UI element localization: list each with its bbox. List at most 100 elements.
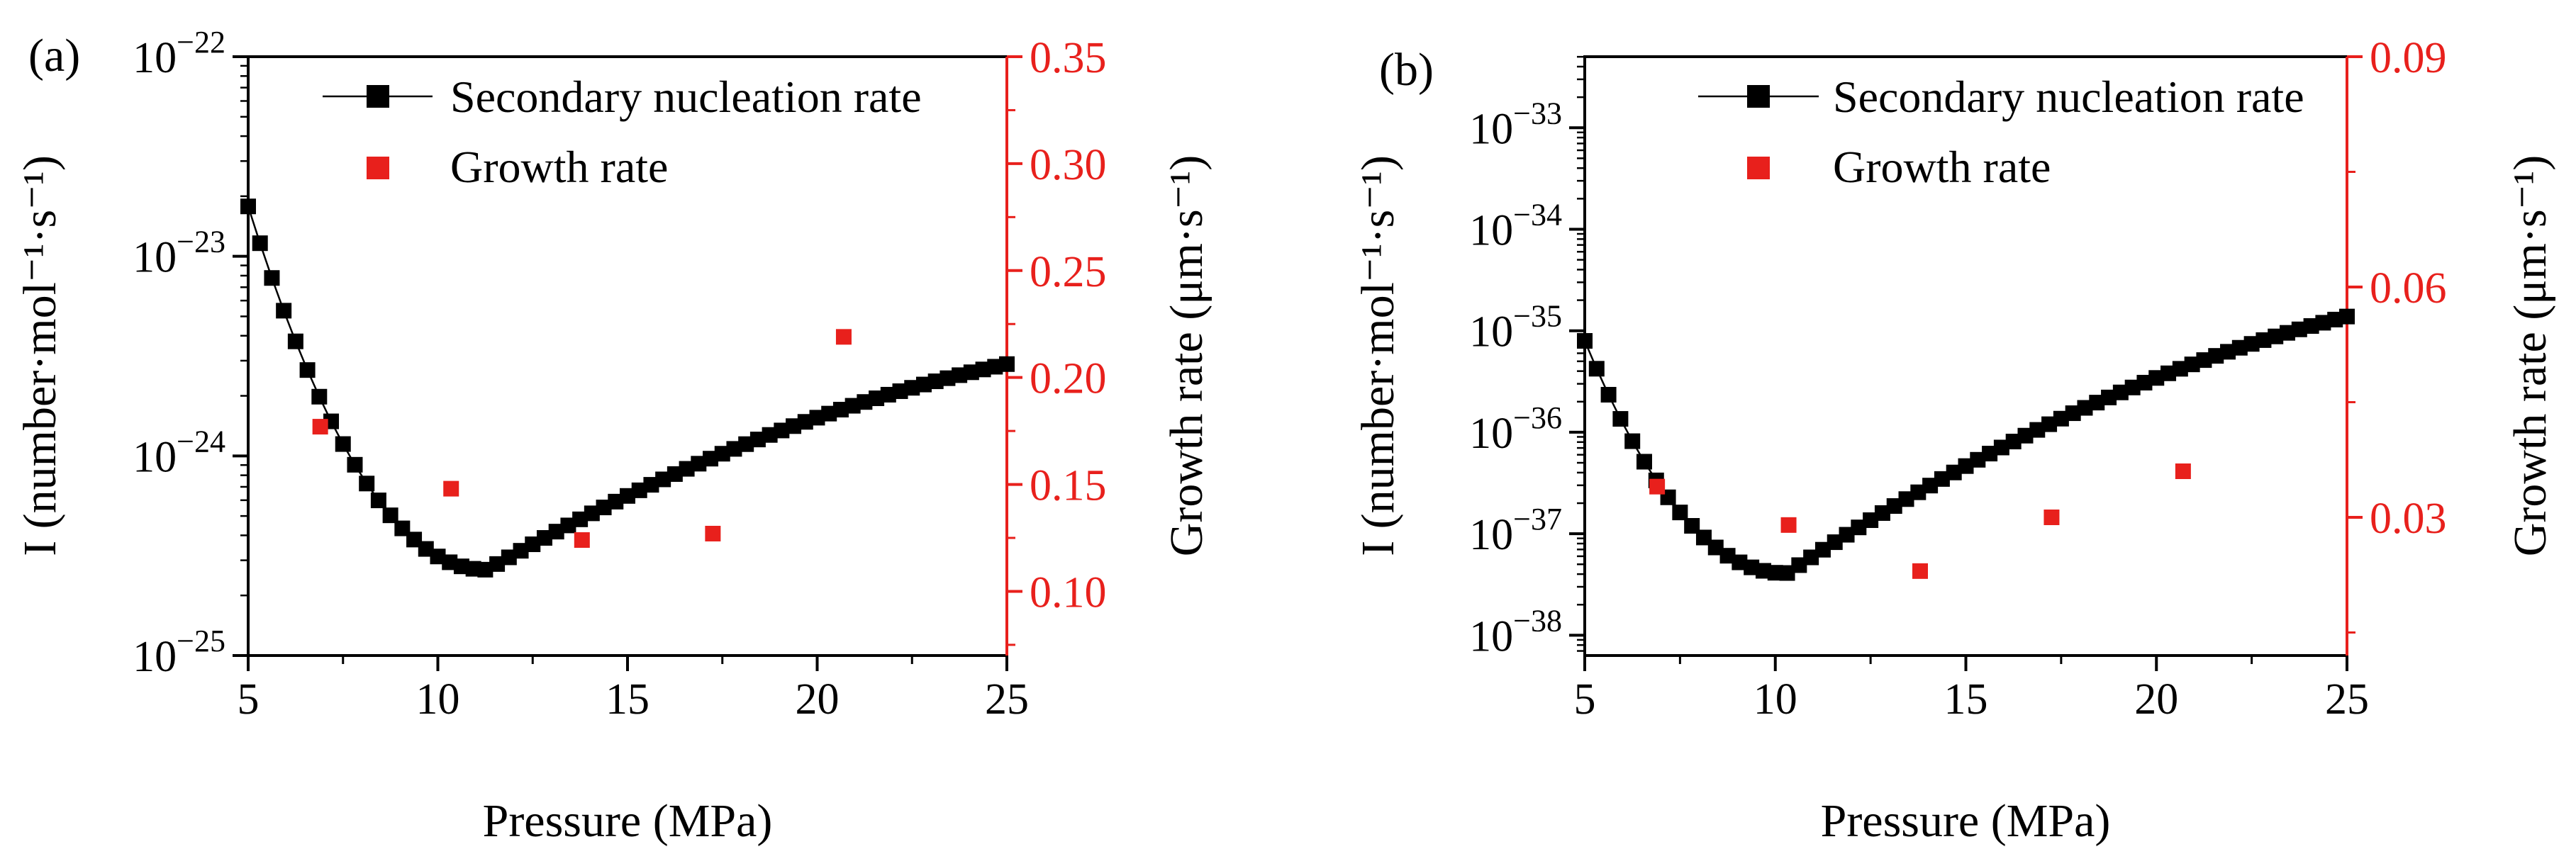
- left-tick-label: 10−37: [1469, 502, 1562, 559]
- left-tick-label: 10−22: [133, 25, 225, 82]
- nucleation-rate-point: [359, 476, 375, 492]
- nucleation-rate-point: [2089, 395, 2105, 411]
- nucleation-rate-point: [2184, 356, 2200, 373]
- x-tick-label: 20: [2134, 675, 2178, 724]
- nucleation-rate-point: [240, 198, 256, 215]
- nucleation-rate-point: [939, 370, 956, 386]
- nucleation-rate-point: [1600, 386, 1617, 403]
- nucleation-rate-point: [335, 436, 351, 452]
- legend-label-growth-b: Growth rate: [1833, 142, 2051, 192]
- nucleation-rate-point: [2124, 379, 2141, 395]
- nucleation-rate-point: [726, 441, 742, 457]
- nucleation-rate-point: [2136, 374, 2153, 390]
- nucleation-rate-point: [1863, 512, 1879, 529]
- nucleation-rate-point: [2017, 427, 2034, 444]
- left-tick-base: 10: [1469, 206, 1513, 254]
- nucleation-rate-point: [703, 451, 719, 467]
- nucleation-rate-point: [1993, 439, 2009, 456]
- right-tick-label: 0.09: [2370, 34, 2447, 82]
- nucleation-rate-point: [1851, 519, 1867, 536]
- nucleation-rate-point: [1707, 539, 1724, 556]
- nucleation-rate-point: [2220, 344, 2236, 360]
- nucleation-rate-point: [299, 362, 316, 378]
- series-layer-a: [240, 198, 1015, 578]
- x-tick-label: 20: [796, 675, 840, 724]
- nucleation-rate-point: [832, 402, 849, 418]
- nucleation-rate-point: [1898, 491, 1914, 507]
- growth-rate-point: [1780, 517, 1797, 533]
- x-axis-title-a: Pressure (MPa): [483, 795, 773, 847]
- nucleation-rate-point: [264, 270, 280, 286]
- nucleation-rate-point: [513, 543, 529, 559]
- nucleation-rate-point: [691, 456, 707, 472]
- panel-label-b: (b): [1379, 44, 1434, 96]
- nucleation-rate-point: [1886, 498, 1902, 514]
- nucleation-rate-point: [1827, 534, 1843, 551]
- nucleation-rate-point: [2291, 321, 2307, 337]
- left-tick-exponent: −23: [177, 225, 225, 259]
- nucleation-rate-point: [560, 517, 576, 534]
- nucleation-rate-point: [1684, 518, 1700, 534]
- left-tick-label: 10−24: [133, 424, 225, 481]
- nucleation-rate-point: [1719, 548, 1736, 564]
- nucleation-rate-point: [370, 493, 386, 509]
- nucleation-rate-point: [311, 388, 328, 405]
- nucleation-rate-point: [525, 536, 541, 553]
- nucleation-rate-point: [418, 541, 434, 557]
- x-tick-label: 15: [606, 675, 649, 724]
- left-tick-exponent: −22: [177, 25, 225, 60]
- legend-a: Secondary nucleation rate Growth rate: [323, 72, 922, 192]
- left-tick-base: 10: [1469, 308, 1513, 356]
- nucleation-rate-point: [465, 561, 481, 577]
- nucleation-rate-point: [2303, 318, 2319, 334]
- x-tick-label: 10: [416, 675, 460, 724]
- nucleation-rate-point: [2327, 311, 2343, 327]
- nucleation-rate-point: [2339, 308, 2355, 325]
- nucleation-rate-point: [1839, 527, 1855, 543]
- nucleation-rate-point: [1732, 554, 1748, 570]
- right-tick-label: 0.06: [2370, 264, 2447, 313]
- left-tick-exponent: −34: [1513, 197, 1562, 232]
- nucleation-rate-point: [442, 554, 458, 570]
- nucleation-rate-point: [620, 488, 635, 504]
- left-tick-exponent: −36: [1513, 400, 1562, 435]
- nucleation-rate-point: [857, 394, 873, 410]
- growth-rate-point: [443, 480, 459, 497]
- right-tick-label: 0.25: [1030, 248, 1107, 296]
- nucleation-rate-point: [2231, 339, 2248, 356]
- left-tick-label: 10−25: [133, 624, 225, 681]
- nucleation-rate-point: [1588, 361, 1605, 377]
- nucleation-rate-point: [821, 405, 837, 422]
- nucleation-rate-point: [1624, 433, 1641, 449]
- nucleation-rate-point: [797, 414, 813, 430]
- nucleation-rate-point: [999, 356, 1015, 372]
- x-tick-label: 15: [1944, 675, 1988, 724]
- nucleation-rate-point: [1744, 559, 1760, 575]
- nucleation-rate-point: [2112, 384, 2129, 400]
- growth-rate-point: [312, 419, 328, 435]
- nucleation-rate-point: [287, 333, 303, 349]
- nucleation-rate-point: [453, 558, 469, 575]
- left-tick-base: 10: [1469, 105, 1513, 153]
- nucleation-rate-point: [2196, 352, 2212, 369]
- growth-rate-point: [2043, 510, 2060, 525]
- nucleation-rate-point: [2315, 315, 2331, 331]
- left-tick-label: 10−35: [1469, 299, 1562, 356]
- nucleation-rate-point: [1982, 446, 1998, 462]
- nucleation-rate-point: [679, 461, 695, 477]
- legend-label-nucleation-a: Secondary nucleation rate: [450, 72, 922, 122]
- nucleation-rate-point: [2160, 365, 2177, 381]
- nucleation-rate-point: [892, 383, 908, 400]
- x-axis-ticks-a: 5 10 15 20 25: [238, 656, 1029, 724]
- nucleation-rate-point: [1636, 454, 1652, 470]
- left-tick-exponent: −24: [177, 424, 225, 459]
- left-tick-exponent: −38: [1513, 603, 1562, 638]
- left-tick-base: 10: [133, 34, 177, 82]
- nucleation-rate-point: [869, 390, 885, 407]
- x-axis-ticks-b: 5 10 15 20 25: [1574, 656, 2369, 724]
- left-tick-exponent: −25: [177, 624, 225, 658]
- left-tick-base: 10: [1469, 612, 1513, 660]
- nucleation-rate-point: [1922, 478, 1939, 494]
- nucleation-rate-point: [1910, 484, 1927, 500]
